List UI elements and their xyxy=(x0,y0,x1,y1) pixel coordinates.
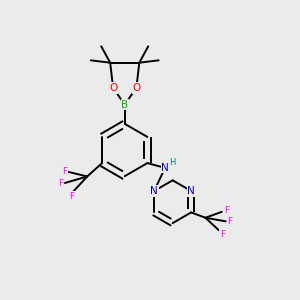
Text: O: O xyxy=(109,83,117,93)
Text: F: F xyxy=(220,230,225,239)
Text: F: F xyxy=(228,217,233,226)
Text: N: N xyxy=(150,186,158,196)
Text: F: F xyxy=(62,167,67,176)
Text: N: N xyxy=(161,163,169,172)
Text: B: B xyxy=(121,100,128,110)
Text: O: O xyxy=(132,83,140,93)
Text: H: H xyxy=(169,158,175,167)
Text: F: F xyxy=(69,192,74,201)
Text: F: F xyxy=(224,206,229,215)
Text: N: N xyxy=(187,186,195,196)
Text: F: F xyxy=(58,179,63,188)
